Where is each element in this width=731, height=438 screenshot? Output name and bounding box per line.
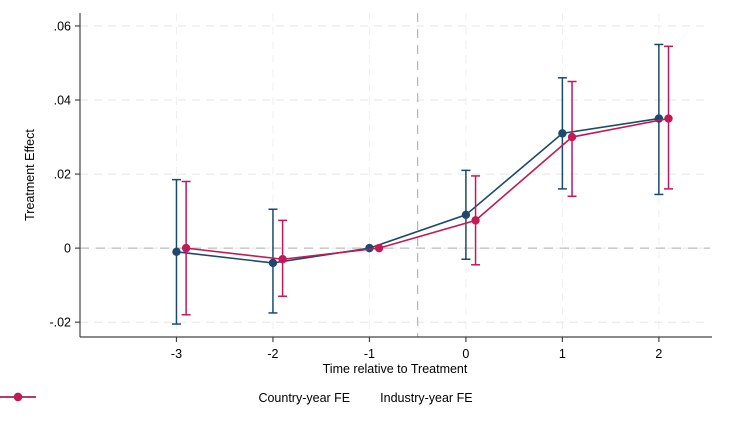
y-tick-label: .02 [54,168,71,182]
y-tick-label: .04 [54,94,71,108]
horizontal-gridlines [80,25,710,323]
data-point [268,258,278,268]
data-point [664,114,673,123]
series-line [186,117,669,261]
data-point [567,132,577,142]
data-point [278,255,287,264]
legend-label-country-year-fe: Country-year FE [258,391,351,405]
series-line [176,117,659,264]
x-tick-label: -2 [267,347,278,361]
y-tick-label: -.02 [49,316,71,330]
x-tick-label: 1 [559,347,566,361]
series-country-year-fe [171,43,664,325]
axes: -.02 0 .02 .04 .06 -3 -2 -1 0 1 2 [49,13,712,361]
data-point [461,210,471,220]
legend: Country-year FE Industry-year FE [0,391,731,405]
industry-year-fe-marker-icon [0,392,36,402]
legend-item-country-year-fe: Country-year FE [0,391,351,405]
data-point [181,243,191,253]
series-industry-year-fe [181,45,674,316]
data-point [558,129,567,138]
data-point [374,243,384,253]
x-tick-label: -1 [364,347,375,361]
y-tick-label: 0 [64,242,71,256]
legend-item-industry-year-fe: Industry-year FE [0,391,473,405]
y-axis-title: Treatment Effect [23,129,37,221]
x-axis-title: Time relative to Treatment [322,362,468,376]
legend-label-industry-year-fe: Industry-year FE [380,391,473,405]
x-tick-label: -3 [171,347,182,361]
data-point [471,216,480,225]
y-tick-label: .06 [54,19,71,33]
data-point [172,247,181,257]
x-tick-label: 0 [462,347,469,361]
x-tick-label: 2 [655,347,662,361]
